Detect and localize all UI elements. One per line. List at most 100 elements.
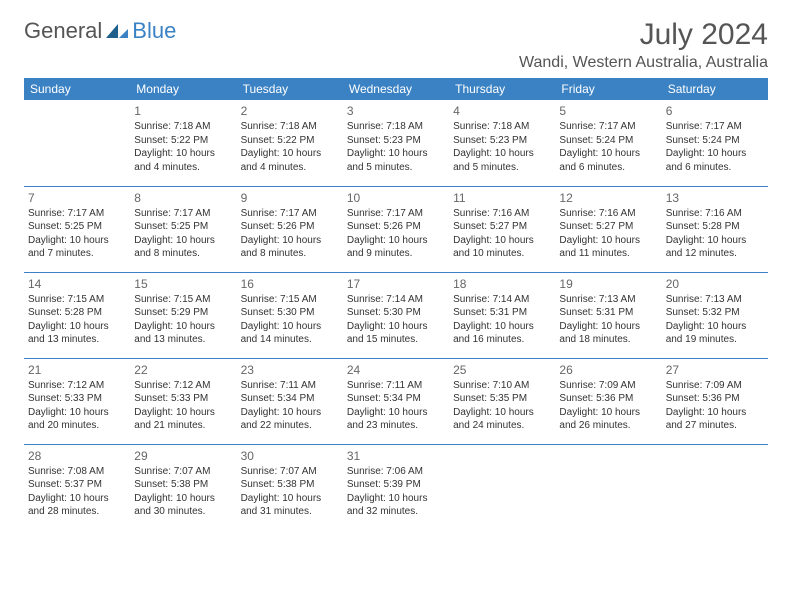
cell-line-ss: Sunset: 5:36 PM	[559, 392, 657, 406]
cell-line-sr: Sunrise: 7:08 AM	[28, 465, 126, 479]
cell-line-d2: and 8 minutes.	[134, 247, 232, 261]
logo: General Blue	[24, 18, 176, 44]
calendar-cell: 19Sunrise: 7:13 AMSunset: 5:31 PMDayligh…	[555, 272, 661, 358]
weekday-header: Thursday	[449, 78, 555, 100]
cell-line-d2: and 6 minutes.	[666, 161, 764, 175]
cell-line-sr: Sunrise: 7:10 AM	[453, 379, 551, 393]
day-number: 16	[241, 276, 339, 292]
cell-line-d2: and 28 minutes.	[28, 505, 126, 519]
cell-line-d1: Daylight: 10 hours	[453, 406, 551, 420]
cell-line-d1: Daylight: 10 hours	[28, 492, 126, 506]
calendar-cell: 20Sunrise: 7:13 AMSunset: 5:32 PMDayligh…	[662, 272, 768, 358]
cell-line-ss: Sunset: 5:35 PM	[453, 392, 551, 406]
cell-line-d2: and 13 minutes.	[28, 333, 126, 347]
day-number: 22	[134, 362, 232, 378]
cell-line-d1: Daylight: 10 hours	[347, 147, 445, 161]
cell-line-ss: Sunset: 5:24 PM	[666, 134, 764, 148]
weekday-header: Saturday	[662, 78, 768, 100]
calendar-cell	[449, 444, 555, 530]
title-block: July 2024 Wandi, Western Australia, Aust…	[519, 18, 768, 72]
cell-line-sr: Sunrise: 7:17 AM	[134, 207, 232, 221]
cell-line-d1: Daylight: 10 hours	[666, 320, 764, 334]
cell-line-d1: Daylight: 10 hours	[347, 320, 445, 334]
cell-line-sr: Sunrise: 7:17 AM	[666, 120, 764, 134]
cell-line-ss: Sunset: 5:31 PM	[559, 306, 657, 320]
cell-line-d2: and 18 minutes.	[559, 333, 657, 347]
calendar-cell: 15Sunrise: 7:15 AMSunset: 5:29 PMDayligh…	[130, 272, 236, 358]
calendar-cell: 28Sunrise: 7:08 AMSunset: 5:37 PMDayligh…	[24, 444, 130, 530]
day-number: 17	[347, 276, 445, 292]
cell-line-sr: Sunrise: 7:16 AM	[453, 207, 551, 221]
cell-line-sr: Sunrise: 7:18 AM	[347, 120, 445, 134]
day-number: 1	[134, 103, 232, 119]
weekday-header: Wednesday	[343, 78, 449, 100]
cell-line-d1: Daylight: 10 hours	[559, 406, 657, 420]
cell-line-sr: Sunrise: 7:17 AM	[559, 120, 657, 134]
cell-line-d2: and 4 minutes.	[134, 161, 232, 175]
cell-line-d2: and 16 minutes.	[453, 333, 551, 347]
cell-line-d2: and 4 minutes.	[241, 161, 339, 175]
cell-line-d1: Daylight: 10 hours	[453, 147, 551, 161]
day-number: 13	[666, 190, 764, 206]
cell-line-sr: Sunrise: 7:11 AM	[241, 379, 339, 393]
cell-line-d2: and 30 minutes.	[134, 505, 232, 519]
day-number: 20	[666, 276, 764, 292]
calendar-cell: 12Sunrise: 7:16 AMSunset: 5:27 PMDayligh…	[555, 186, 661, 272]
cell-line-sr: Sunrise: 7:14 AM	[347, 293, 445, 307]
cell-line-sr: Sunrise: 7:12 AM	[28, 379, 126, 393]
cell-line-d1: Daylight: 10 hours	[559, 234, 657, 248]
cell-line-ss: Sunset: 5:24 PM	[559, 134, 657, 148]
cell-line-sr: Sunrise: 7:18 AM	[241, 120, 339, 134]
cell-line-d1: Daylight: 10 hours	[241, 320, 339, 334]
header: General Blue July 2024 Wandi, Western Au…	[24, 18, 768, 72]
cell-line-d2: and 21 minutes.	[134, 419, 232, 433]
cell-line-sr: Sunrise: 7:09 AM	[559, 379, 657, 393]
day-number: 3	[347, 103, 445, 119]
calendar-row: 21Sunrise: 7:12 AMSunset: 5:33 PMDayligh…	[24, 358, 768, 444]
cell-line-sr: Sunrise: 7:17 AM	[241, 207, 339, 221]
calendar-cell: 18Sunrise: 7:14 AMSunset: 5:31 PMDayligh…	[449, 272, 555, 358]
weekday-header: Friday	[555, 78, 661, 100]
cell-line-sr: Sunrise: 7:09 AM	[666, 379, 764, 393]
calendar-cell: 13Sunrise: 7:16 AMSunset: 5:28 PMDayligh…	[662, 186, 768, 272]
cell-line-d2: and 32 minutes.	[347, 505, 445, 519]
cell-line-ss: Sunset: 5:23 PM	[347, 134, 445, 148]
cell-line-d1: Daylight: 10 hours	[453, 320, 551, 334]
cell-line-ss: Sunset: 5:27 PM	[559, 220, 657, 234]
calendar-cell: 23Sunrise: 7:11 AMSunset: 5:34 PMDayligh…	[237, 358, 343, 444]
calendar-cell: 11Sunrise: 7:16 AMSunset: 5:27 PMDayligh…	[449, 186, 555, 272]
cell-line-ss: Sunset: 5:33 PM	[134, 392, 232, 406]
cell-line-ss: Sunset: 5:32 PM	[666, 306, 764, 320]
cell-line-ss: Sunset: 5:39 PM	[347, 478, 445, 492]
cell-line-d2: and 6 minutes.	[559, 161, 657, 175]
day-number: 7	[28, 190, 126, 206]
cell-line-ss: Sunset: 5:30 PM	[241, 306, 339, 320]
cell-line-d2: and 15 minutes.	[347, 333, 445, 347]
day-number: 30	[241, 448, 339, 464]
day-number: 31	[347, 448, 445, 464]
day-number: 8	[134, 190, 232, 206]
cell-line-ss: Sunset: 5:36 PM	[666, 392, 764, 406]
calendar-body: 1Sunrise: 7:18 AMSunset: 5:22 PMDaylight…	[24, 100, 768, 530]
cell-line-sr: Sunrise: 7:07 AM	[241, 465, 339, 479]
cell-line-sr: Sunrise: 7:13 AM	[559, 293, 657, 307]
calendar-cell: 1Sunrise: 7:18 AMSunset: 5:22 PMDaylight…	[130, 100, 236, 186]
cell-line-d1: Daylight: 10 hours	[134, 320, 232, 334]
cell-line-d1: Daylight: 10 hours	[134, 406, 232, 420]
weekday-header: Tuesday	[237, 78, 343, 100]
calendar-cell	[662, 444, 768, 530]
cell-line-d1: Daylight: 10 hours	[28, 320, 126, 334]
day-number: 26	[559, 362, 657, 378]
calendar-cell: 27Sunrise: 7:09 AMSunset: 5:36 PMDayligh…	[662, 358, 768, 444]
cell-line-ss: Sunset: 5:28 PM	[666, 220, 764, 234]
cell-line-sr: Sunrise: 7:15 AM	[28, 293, 126, 307]
calendar-cell	[24, 100, 130, 186]
cell-line-ss: Sunset: 5:23 PM	[453, 134, 551, 148]
cell-line-ss: Sunset: 5:26 PM	[241, 220, 339, 234]
cell-line-d1: Daylight: 10 hours	[241, 406, 339, 420]
cell-line-sr: Sunrise: 7:06 AM	[347, 465, 445, 479]
calendar-cell: 30Sunrise: 7:07 AMSunset: 5:38 PMDayligh…	[237, 444, 343, 530]
cell-line-d2: and 20 minutes.	[28, 419, 126, 433]
cell-line-d2: and 7 minutes.	[28, 247, 126, 261]
cell-line-sr: Sunrise: 7:11 AM	[347, 379, 445, 393]
